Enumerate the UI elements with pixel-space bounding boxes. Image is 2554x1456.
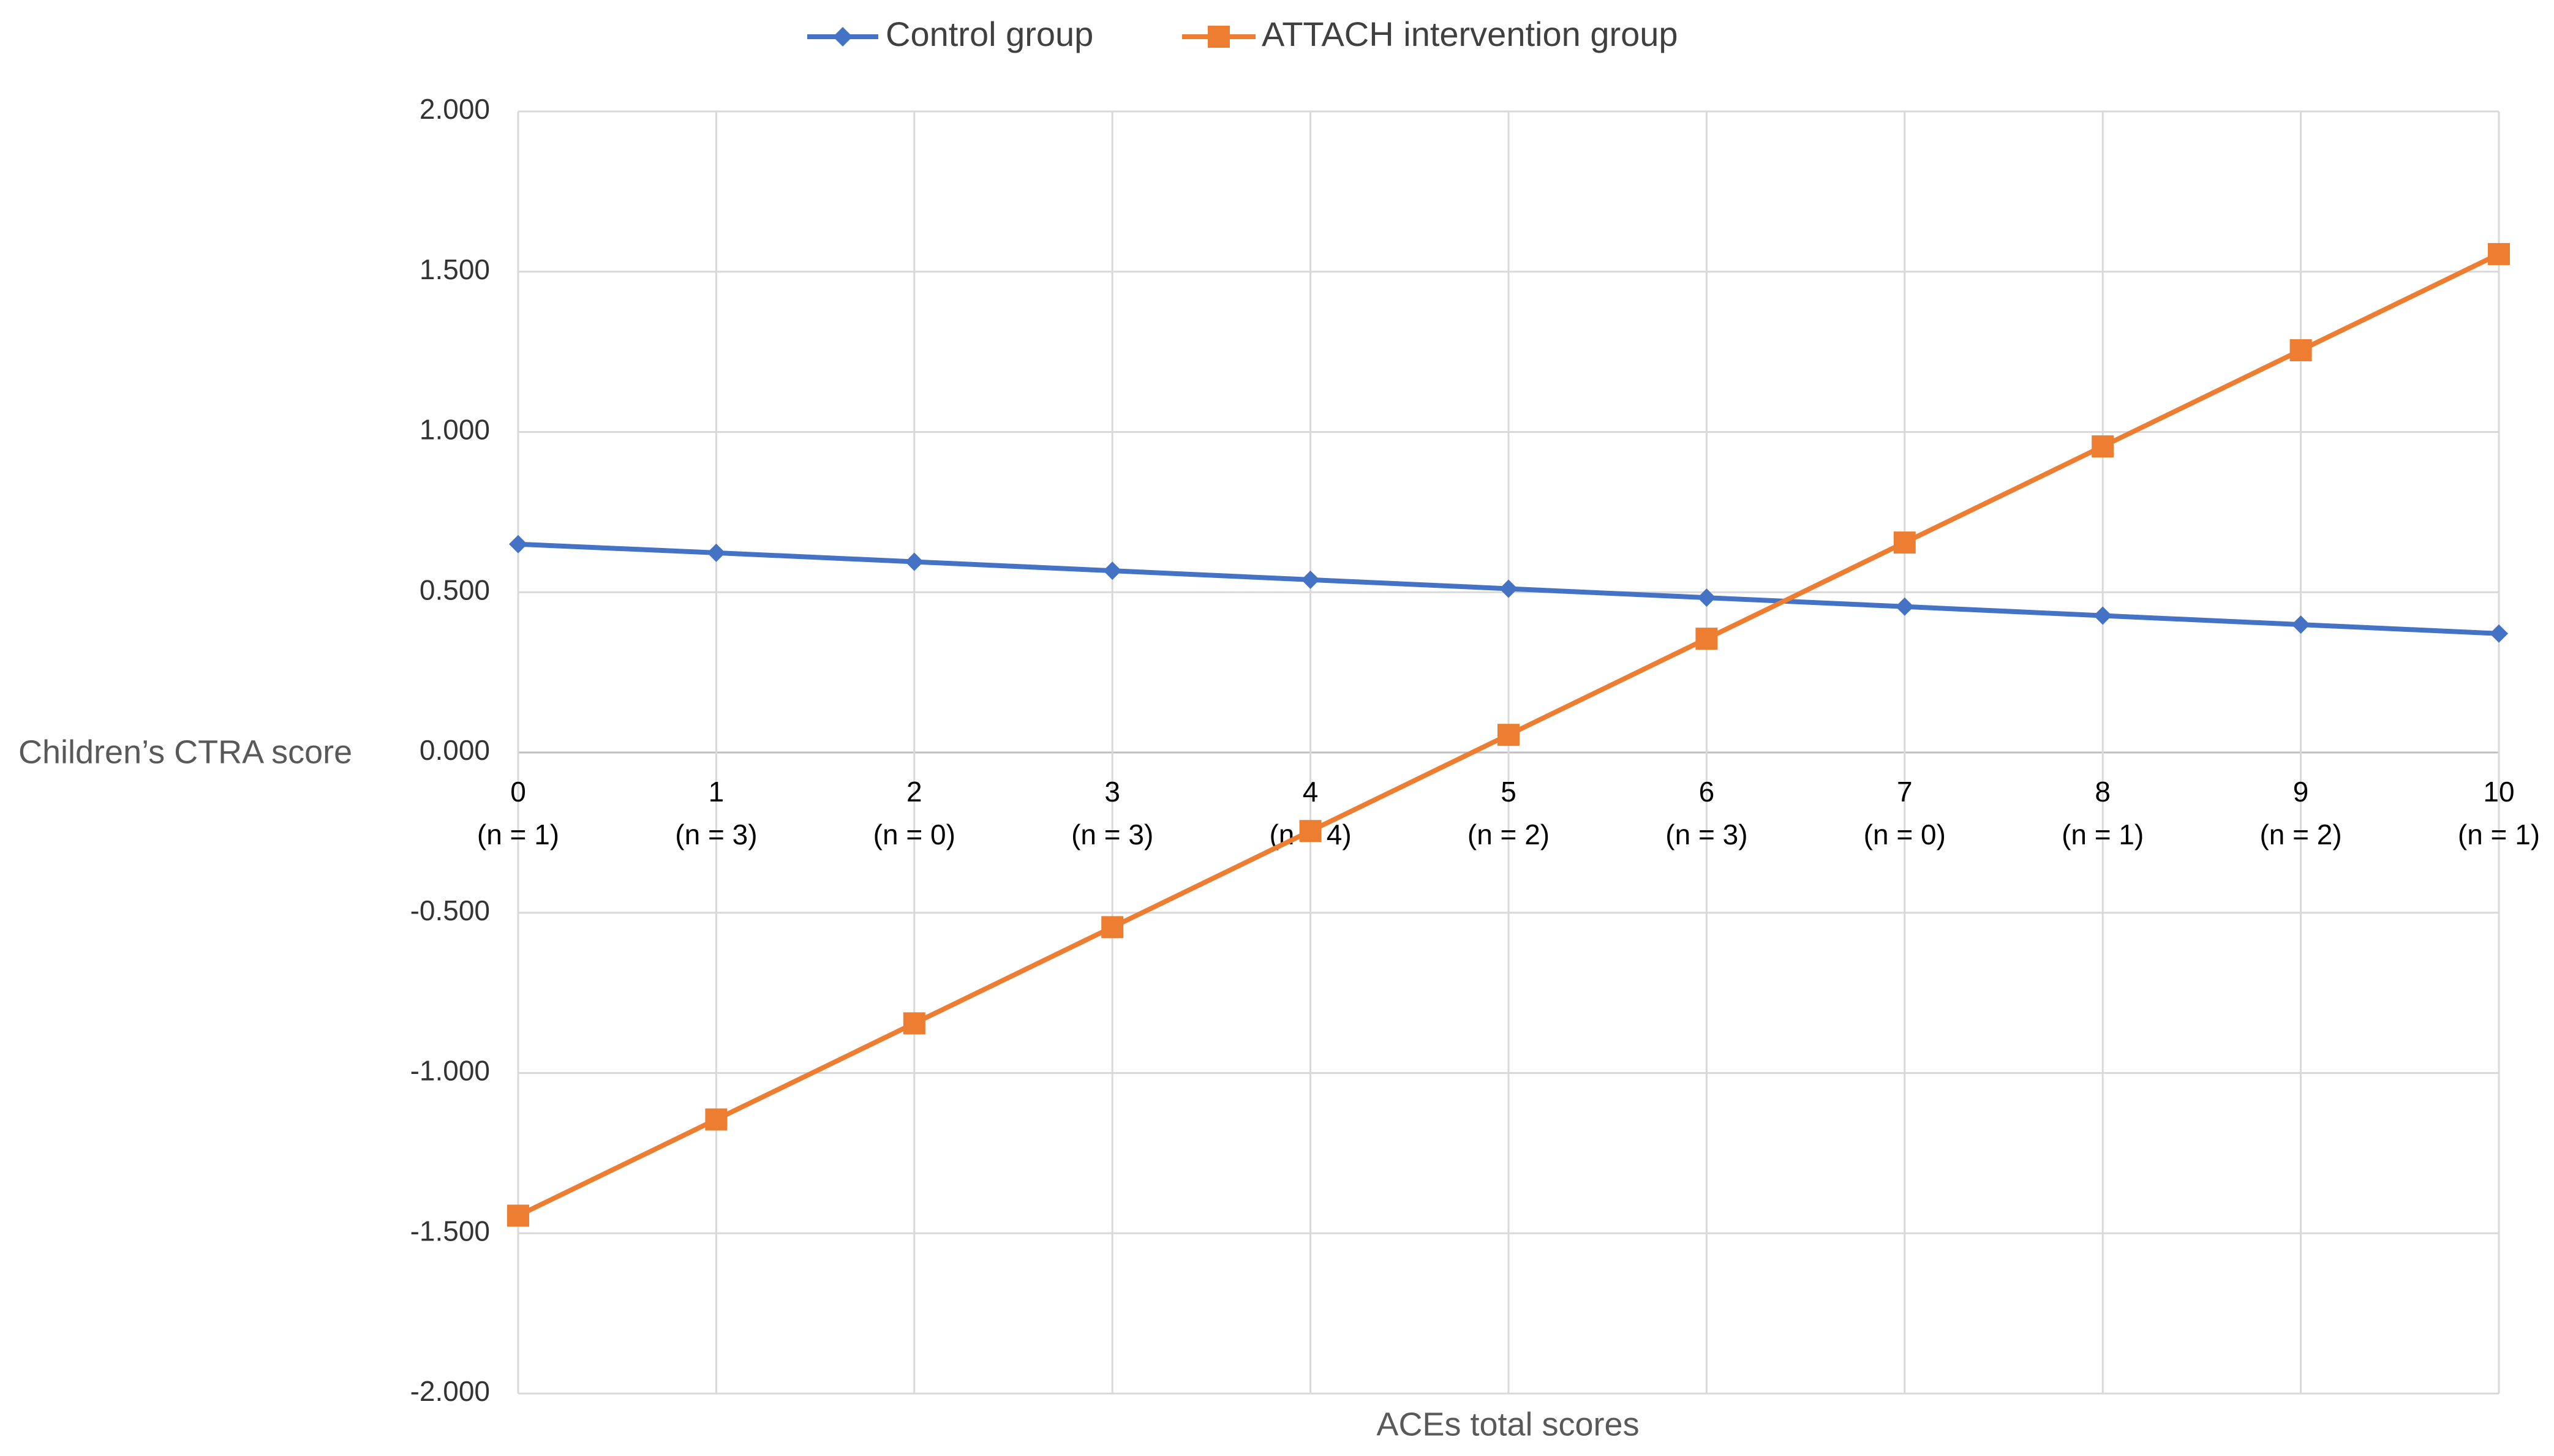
x-tick-label: 2	[906, 776, 922, 808]
x-tick-sublabel: (n = 3)	[1665, 819, 1747, 850]
data-point	[1299, 820, 1322, 842]
data-point	[1893, 531, 1916, 554]
data-point	[1695, 628, 1718, 650]
x-tick-sublabel: (n = 3)	[675, 819, 757, 850]
x-tick-label: 10	[2483, 776, 2514, 808]
series-layer	[507, 242, 2510, 1227]
data-point	[705, 1108, 728, 1131]
legend-label: ATTACH intervention group	[1262, 15, 1678, 53]
x-tick-sublabel: (n = 1)	[2458, 819, 2540, 850]
x-tick-label: 6	[1699, 776, 1715, 808]
x-tick-label: 5	[1501, 776, 1516, 808]
legend-label: Control group	[886, 15, 1093, 53]
data-point	[1697, 588, 1716, 607]
x-axis-title: ACEs total scores	[1376, 1406, 1639, 1443]
x-tick-label: 4	[1303, 776, 1319, 808]
x-tick-sublabel: (n = 0)	[873, 819, 955, 850]
x-tick-label: 1	[709, 776, 725, 808]
gridlines	[517, 110, 2500, 1395]
data-point	[2092, 435, 2114, 458]
legend-item: ATTACH intervention group	[1182, 15, 1678, 53]
x-tick-label: 9	[2293, 776, 2309, 808]
x-tick-label: 3	[1104, 776, 1120, 808]
data-point	[2291, 615, 2310, 634]
y-tick-label: 0.500	[420, 574, 490, 606]
data-point	[1103, 561, 1122, 580]
y-tick-label: 2.000	[420, 93, 490, 125]
y-axis-ticks: 2.000 1.500 1.000 0.500 0.000 -0.500 -1.000 -1.…	[410, 93, 490, 1407]
y-tick-label: -0.500	[410, 895, 490, 926]
x-tick-sublabel: (n = 2)	[2259, 819, 2341, 850]
data-point	[2488, 242, 2510, 265]
data-point	[1499, 579, 1518, 598]
data-point	[903, 1012, 925, 1035]
data-point	[1301, 570, 1320, 589]
data-point	[2093, 606, 2112, 625]
x-tick-label: 8	[2095, 776, 2111, 808]
y-tick-label: 1.000	[420, 414, 490, 446]
x-tick-sublabel: (n = 1)	[2062, 819, 2144, 850]
legend: Control group ATTACH intervention group	[807, 15, 1678, 53]
data-point	[2289, 339, 2312, 362]
data-point	[2490, 624, 2508, 643]
y-tick-label: -1.500	[410, 1215, 490, 1247]
legend-marker	[833, 27, 853, 47]
series-0	[509, 535, 2508, 643]
data-point	[509, 535, 527, 554]
x-tick-label: 7	[1897, 776, 1913, 808]
x-tick-label: 0	[510, 776, 526, 808]
legend-marker	[1208, 26, 1230, 48]
x-tick-sublabel: (n = 0)	[1864, 819, 1946, 850]
y-tick-label: -1.000	[410, 1055, 490, 1087]
x-tick-sublabel: (n = 3)	[1071, 819, 1153, 850]
data-point	[1101, 916, 1124, 939]
series-1	[507, 242, 2510, 1227]
data-point	[707, 543, 726, 562]
x-tick-sublabel: (n = 2)	[1467, 819, 1550, 850]
data-point	[905, 552, 924, 571]
y-tick-label: 1.500	[420, 253, 490, 285]
data-point	[507, 1204, 529, 1227]
data-point	[1895, 597, 1914, 616]
y-axis-title: Children’s CTRA score	[18, 734, 352, 770]
data-point	[1497, 724, 1520, 746]
x-tick-sublabel: (n = 1)	[477, 819, 559, 850]
y-tick-label: -2.000	[410, 1375, 490, 1407]
y-tick-label: 0.000	[420, 734, 490, 766]
legend-item: Control group	[807, 15, 1093, 53]
